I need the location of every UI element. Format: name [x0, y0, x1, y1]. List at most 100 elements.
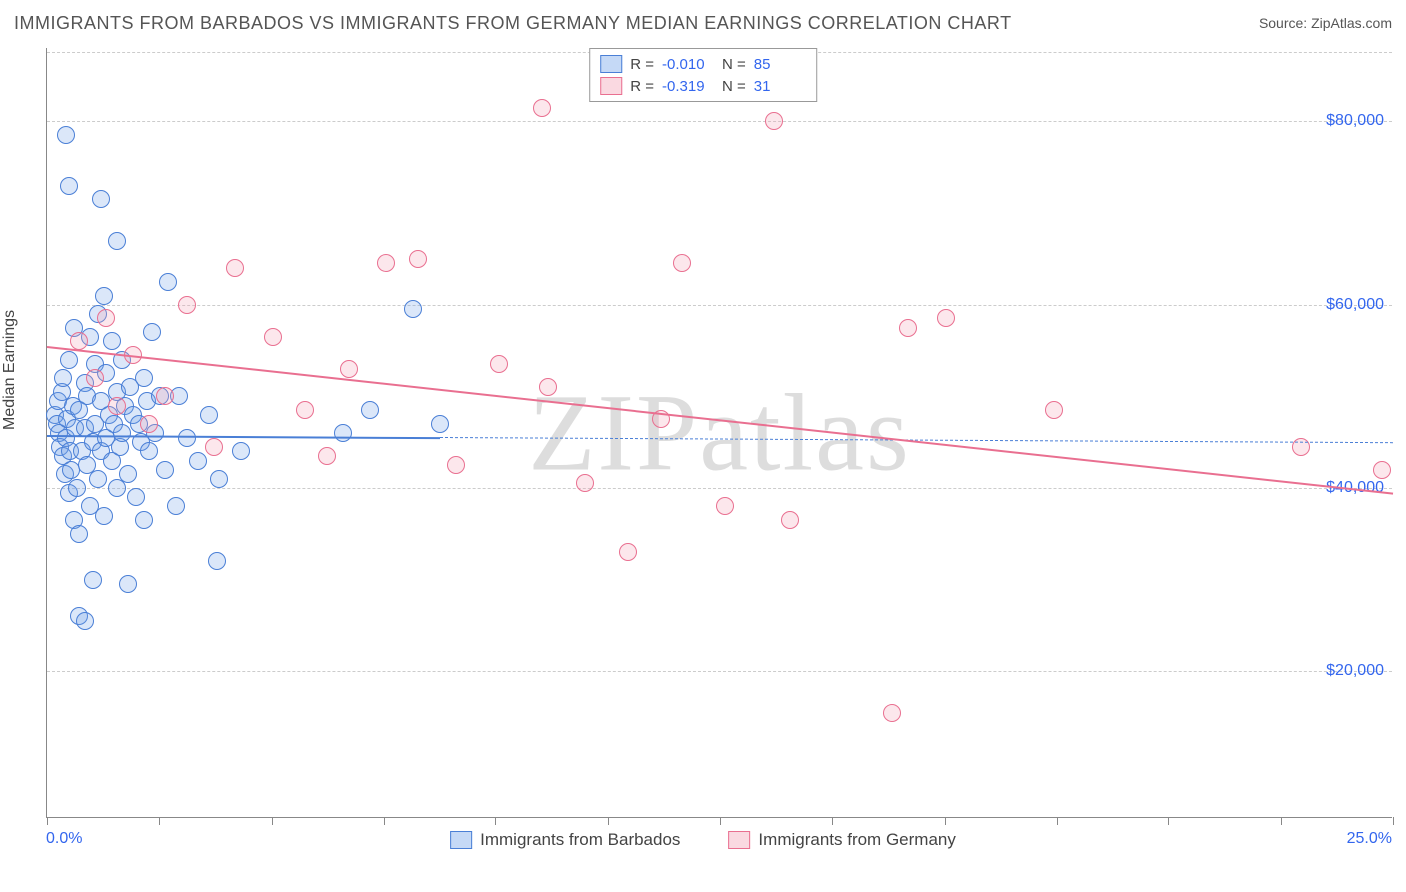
- data-point: [377, 254, 395, 272]
- data-point: [716, 497, 734, 515]
- x-tick: [272, 817, 273, 825]
- data-point: [334, 424, 352, 442]
- title-bar: IMMIGRANTS FROM BARBADOS VS IMMIGRANTS F…: [14, 8, 1392, 38]
- data-point: [409, 250, 427, 268]
- x-tick: [1057, 817, 1058, 825]
- data-point: [431, 415, 449, 433]
- data-point: [447, 456, 465, 474]
- data-point: [619, 543, 637, 561]
- x-axis-min-label: 0.0%: [46, 830, 82, 848]
- data-point: [576, 474, 594, 492]
- data-point: [899, 319, 917, 337]
- legend-n-label: N =: [722, 56, 746, 73]
- legend-swatch: [600, 77, 622, 95]
- data-point: [178, 296, 196, 314]
- data-point: [97, 309, 115, 327]
- data-point: [937, 309, 955, 327]
- data-point: [119, 465, 137, 483]
- x-tick: [1168, 817, 1169, 825]
- x-tick: [608, 817, 609, 825]
- data-point: [143, 323, 161, 341]
- data-point: [127, 488, 145, 506]
- data-point: [1373, 461, 1391, 479]
- data-point: [318, 447, 336, 465]
- legend-top: R =-0.010N =85R =-0.319N =31: [589, 48, 817, 102]
- legend-row: R =-0.010N =85: [600, 53, 806, 75]
- legend-swatch: [600, 55, 622, 73]
- x-axis-max-label: 25.0%: [1347, 830, 1392, 848]
- data-point: [340, 360, 358, 378]
- x-tick: [1281, 817, 1282, 825]
- data-point: [119, 575, 137, 593]
- data-point: [264, 328, 282, 346]
- legend-r-label: R =: [630, 78, 654, 95]
- data-point: [226, 259, 244, 277]
- data-point: [95, 287, 113, 305]
- data-point: [103, 332, 121, 350]
- trend-line: [47, 346, 1393, 495]
- data-point: [92, 190, 110, 208]
- legend-r-label: R =: [630, 56, 654, 73]
- data-point: [54, 369, 72, 387]
- data-point: [108, 232, 126, 250]
- data-point: [159, 273, 177, 291]
- legend-swatch: [728, 831, 750, 849]
- data-point: [490, 355, 508, 373]
- data-point: [68, 479, 86, 497]
- source-text: Source: ZipAtlas.com: [1259, 15, 1392, 31]
- legend-row: R = -0.319 N = 31: [600, 75, 806, 97]
- data-point: [200, 406, 218, 424]
- data-point: [539, 378, 557, 396]
- data-point: [1045, 401, 1063, 419]
- data-point: [108, 397, 126, 415]
- gridline: [47, 671, 1392, 672]
- data-point: [208, 552, 226, 570]
- gridline: [47, 488, 1392, 489]
- x-tick: [720, 817, 721, 825]
- legend-series-label: Immigrants from Germany: [758, 830, 955, 850]
- data-point: [95, 507, 113, 525]
- x-tick: [384, 817, 385, 825]
- data-point: [156, 387, 174, 405]
- legend-bottom: Immigrants from Barbados Immigrants from …: [450, 830, 956, 850]
- data-point: [70, 525, 88, 543]
- data-point: [673, 254, 691, 272]
- legend-n-value: 85: [754, 56, 806, 73]
- x-tick: [159, 817, 160, 825]
- data-point: [57, 126, 75, 144]
- data-point: [296, 401, 314, 419]
- gridline: [47, 121, 1392, 122]
- data-point: [60, 351, 78, 369]
- data-point: [232, 442, 250, 460]
- legend-swatch: [450, 831, 472, 849]
- data-point: [70, 332, 88, 350]
- data-point: [781, 511, 799, 529]
- data-point: [140, 415, 158, 433]
- legend-n-value: 31: [754, 78, 806, 95]
- data-point: [1292, 438, 1310, 456]
- x-tick: [945, 817, 946, 825]
- data-point: [140, 442, 158, 460]
- legend-n-label: N =: [722, 78, 746, 95]
- legend-bottom-item: Immigrants from Barbados: [450, 830, 680, 850]
- y-tick-label: $80,000: [1326, 112, 1384, 130]
- gridline: [47, 305, 1392, 306]
- legend-series-label: Immigrants from Barbados: [480, 830, 680, 850]
- y-tick-label: $20,000: [1326, 662, 1384, 680]
- x-tick: [832, 817, 833, 825]
- data-point: [205, 438, 223, 456]
- data-point: [156, 461, 174, 479]
- data-point: [113, 424, 131, 442]
- data-point: [76, 612, 94, 630]
- plot-area: ZIPatlas $20,000$40,000$60,000$80,000: [46, 48, 1392, 818]
- data-point: [135, 369, 153, 387]
- legend-r-value: -0.319: [662, 78, 714, 95]
- data-point: [86, 369, 104, 387]
- data-point: [883, 704, 901, 722]
- data-point: [210, 470, 228, 488]
- data-point: [404, 300, 422, 318]
- x-tick: [47, 817, 48, 825]
- data-point: [89, 470, 107, 488]
- data-point: [167, 497, 185, 515]
- x-tick: [495, 817, 496, 825]
